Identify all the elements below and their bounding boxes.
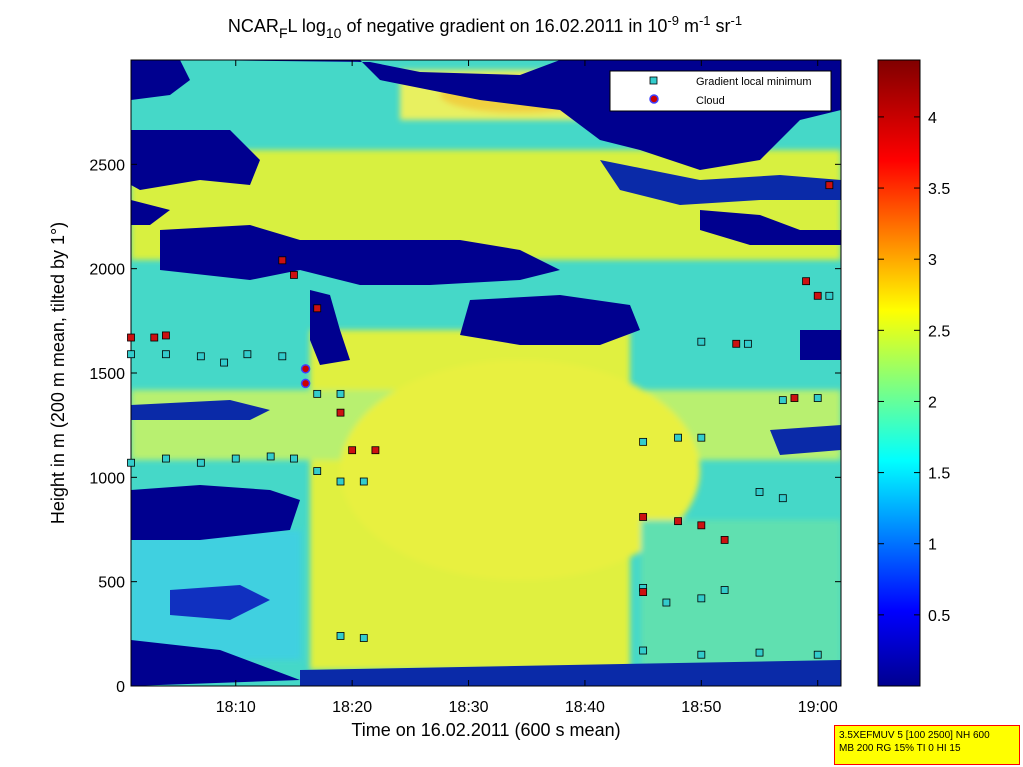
x-tick-label: 18:30 [449,699,489,716]
red-marker [790,394,799,402]
gradient-min-marker [196,458,205,467]
gradient-min-marker [278,352,287,361]
gradient-min-marker [127,350,135,359]
red-marker [813,291,822,300]
gradient-min-marker [313,389,322,398]
gradient-min-marker [336,389,345,398]
legend-entry-cloud: Cloud [696,95,725,107]
red-marker [639,513,648,521]
gradient-min-marker [639,437,648,446]
colorbar-tick-label: 4 [928,110,937,127]
y-axis-label: Height in m (200 m mean, tilted by 1°) [48,222,68,524]
chart-title: NCARFL log10 of negative gradient on 16.… [228,13,742,41]
gradient-min-marker [697,337,706,346]
legend-box [609,70,832,112]
red-marker [371,446,380,455]
red-marker [290,271,298,279]
x-tick-label: 18:50 [681,699,721,716]
y-tick-label: 2500 [89,157,125,174]
gradient-min-marker [639,646,648,655]
gradient-min-marker [697,650,706,659]
gradient-min-marker [359,634,368,642]
red-marker [639,588,648,596]
x-axis-label: Time on 16.02.2011 (600 s mean) [351,720,620,740]
legend-entry-gradient-min: Gradient local minimum [696,76,812,88]
red-marker [278,256,287,265]
red-marker [720,536,729,544]
gradient-min-marker [336,477,345,486]
x-tick-label: 19:00 [798,699,838,716]
y-tick-label: 1000 [89,470,125,487]
colorbar [877,59,921,687]
y-tick-label: 500 [98,575,125,592]
x-axis: 18:10 18:20 18:30 18:40 18:50 19:00 [216,60,838,716]
colorbar-tick-label: 2.5 [928,323,950,340]
y-tick-label: 2000 [89,262,125,279]
gradient-min-marker [720,586,729,594]
gradient-min-marker [162,454,170,463]
gradient-min-marker [755,488,764,496]
red-marker [348,446,357,455]
red-marker [697,521,706,530]
legend: Gradient local minimum Cloud [609,70,832,112]
colorbar-tick-label: 3 [928,252,937,269]
x-tick-label: 18:40 [565,699,605,716]
heatmap-field [131,60,841,686]
x-tick-label: 18:10 [216,699,256,716]
colorbar-tick-label: 3.5 [928,181,950,198]
gradient-min-marker [674,433,682,442]
x-tick-label: 18:20 [332,699,372,716]
cloud-marker [300,364,311,374]
gradient-min-marker [813,650,822,659]
gradient-min-marker [743,339,752,348]
legend-square-marker [649,76,658,85]
gradient-min-marker [778,494,787,503]
y-axis: 0 500 1000 1500 2000 2500 [89,157,841,696]
colorbar-ticks: 0.5 1 1.5 2 2.5 3 3.5 4 [878,110,950,625]
gradient-min-marker [697,433,706,442]
red-marker [313,304,322,313]
info-line-2: MB 200 RG 15% TI 0 HI 15 [839,743,961,754]
gradient-min-marker [755,648,764,657]
gradient-min-marker [813,394,822,402]
gradient-min-marker [336,632,345,640]
red-marker [127,333,135,342]
gradient-min-marker [231,454,240,463]
y-tick-label: 0 [116,679,125,696]
red-marker [150,333,159,342]
red-marker [162,331,170,340]
gradient-min-marker [290,454,298,463]
marker-layer [127,181,834,659]
info-box: 3.5XEFMUV 5 [100 2500] NH 600 MB 200 RG … [834,725,1020,765]
cloud-marker [300,378,311,389]
red-marker [802,277,810,286]
gradient-min-marker [313,467,322,475]
gradient-min-marker [266,452,275,461]
red-marker [825,181,834,190]
red-marker [336,408,345,417]
red-marker [732,339,741,348]
gradient-min-marker [825,291,834,300]
legend-circle-marker [649,94,659,104]
gradient-min-marker [196,352,205,361]
colorbar-tick-label: 0.5 [928,608,950,625]
gradient-min-marker [662,598,671,607]
gradient-min-marker [220,358,229,367]
y-tick-label: 1500 [89,366,125,383]
colorbar-tick-label: 1.5 [928,466,950,483]
colorbar-tick-label: 2 [928,394,937,411]
gradient-min-marker [162,350,170,359]
colorbar-tick-label: 1 [928,537,937,554]
red-marker [674,517,682,526]
gradient-min-marker [778,396,787,405]
gradient-min-marker [127,458,135,467]
info-line-1: 3.5XEFMUV 5 [100 2500] NH 600 [839,730,990,741]
gradient-min-marker [243,350,252,359]
gradient-min-marker [697,594,706,603]
gradient-min-marker [359,477,368,486]
